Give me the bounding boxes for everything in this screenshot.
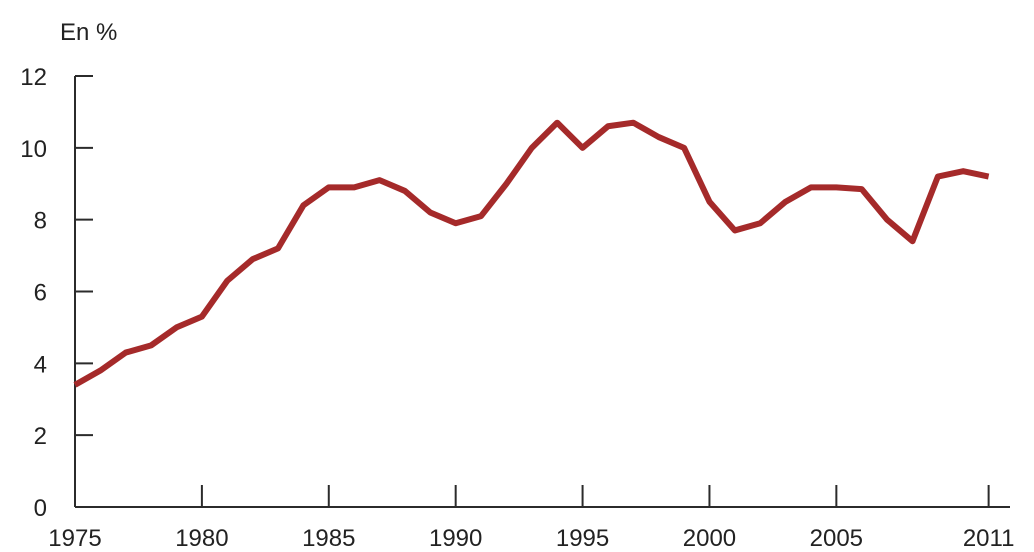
x-tick-label: 1980 [175,525,228,552]
y-tick-label: 12 [20,64,47,91]
x-tick-label: 2000 [683,525,736,552]
x-tick-label: 2005 [810,525,863,552]
y-tick-label: 6 [34,280,47,307]
y-tick-label: 0 [34,495,47,522]
y-tick-label: 8 [34,208,47,235]
y-tick-label: 2 [34,423,47,450]
series-line-1 [73,119,990,388]
x-axis: 1975 1980 1985 1990 1995 2000 2005 2011 [48,485,1014,552]
y-axis: 0 2 4 6 8 10 12 [20,64,93,522]
x-tick-label: 2011 [963,525,1015,552]
y-axis-unit-label: En % [60,19,117,46]
x-tick-label: 1995 [556,525,609,552]
series-group [73,119,990,388]
x-tick-label: 1990 [429,525,482,552]
y-tick-label: 10 [20,136,47,163]
y-tick-label: 4 [34,351,47,378]
x-tick-label: 1975 [48,525,101,552]
x-tick-label: 1985 [302,525,355,552]
